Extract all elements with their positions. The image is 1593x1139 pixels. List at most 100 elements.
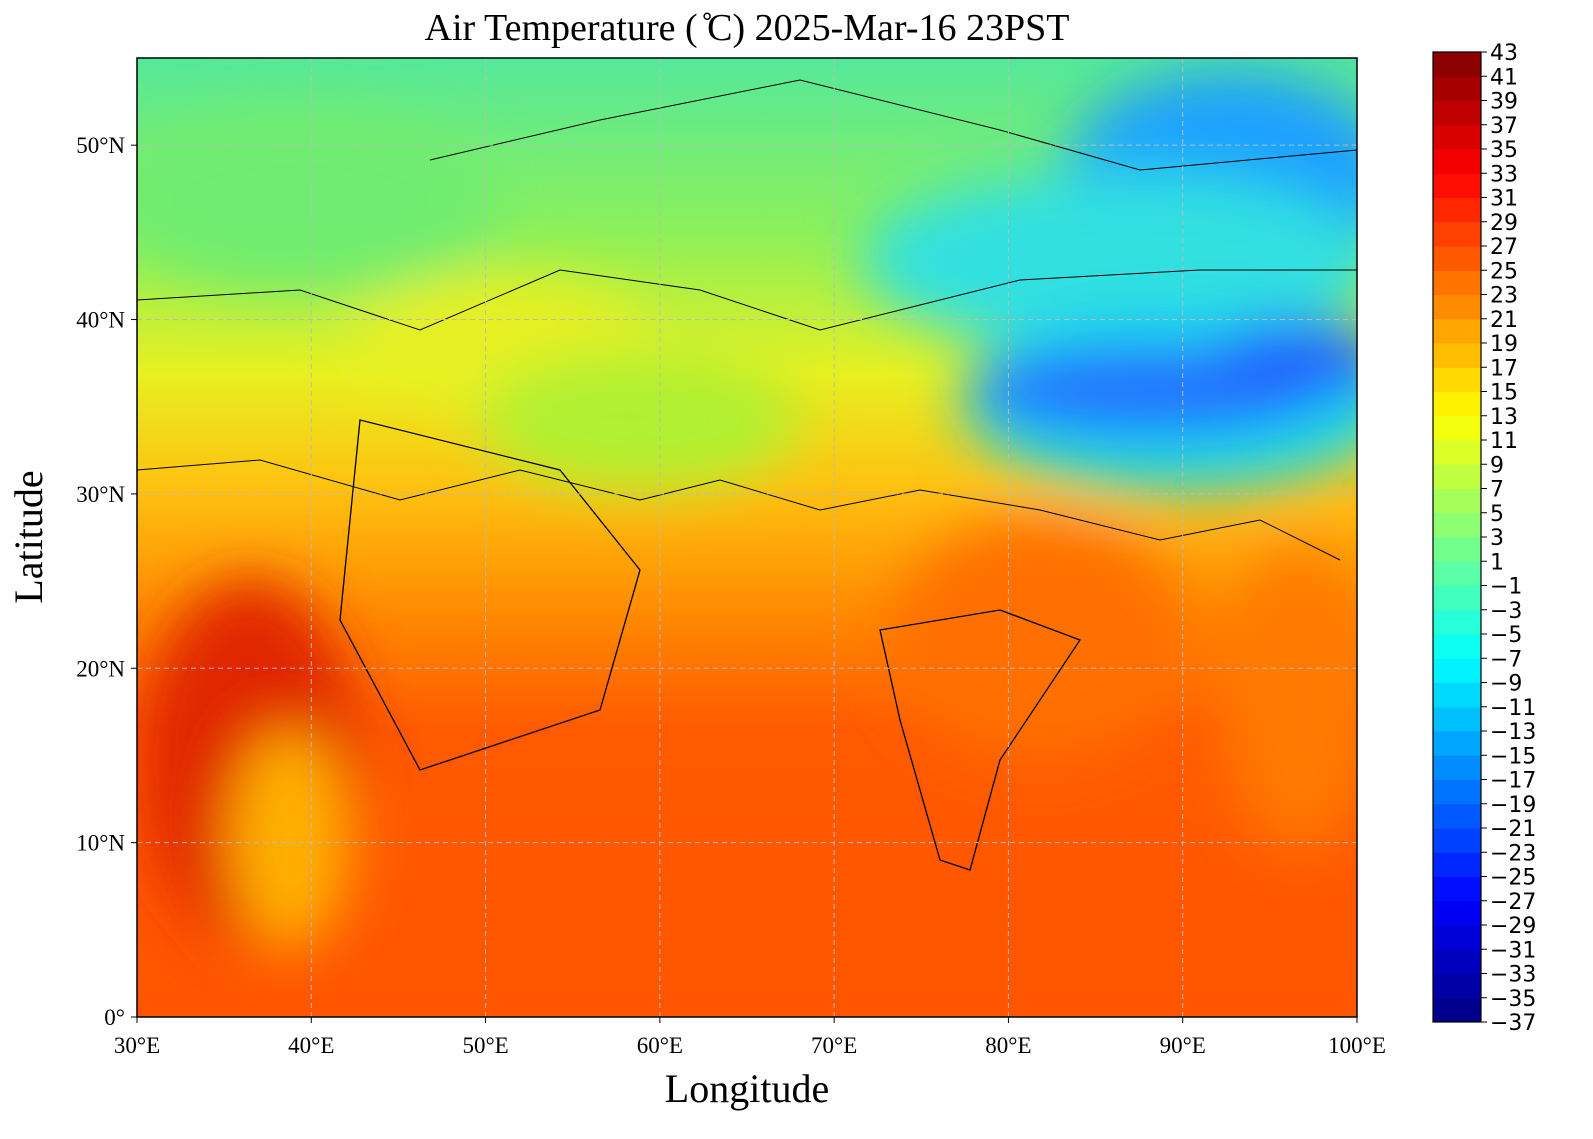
colorbar-band [1433, 440, 1481, 465]
colorbar-band [1433, 173, 1481, 198]
colorbar-band [1433, 706, 1481, 732]
colorbar-band [1433, 682, 1481, 708]
colorbar-band [1433, 124, 1481, 150]
colorbar-band [1433, 464, 1481, 489]
colorbar-band [1433, 149, 1481, 174]
colorbar-tick-label: −31 [1490, 938, 1536, 963]
colorbar-band [1433, 343, 1481, 368]
colorbar-tick-label: 37 [1490, 114, 1518, 139]
y-tick-label: 0° [104, 1005, 125, 1030]
colorbar-tick-label: −29 [1490, 914, 1536, 939]
colorbar-band [1433, 634, 1481, 659]
x-tick-label: 30°E [114, 1033, 160, 1058]
y-tick-label: 30°N [76, 482, 125, 507]
colorbar-band [1433, 561, 1481, 586]
x-tick-label: 60°E [637, 1033, 683, 1058]
colorbar-band [1433, 537, 1481, 562]
colorbar-tick-label: −13 [1490, 720, 1536, 745]
colorbar-tick-label: 3 [1490, 526, 1504, 551]
colorbar-tick-label: −7 [1490, 647, 1522, 672]
colorbar-band [1433, 270, 1481, 295]
colorbar-tick-label: 19 [1490, 332, 1518, 357]
colorbar-band [1433, 900, 1481, 926]
x-axis-label: Longitude [665, 1066, 829, 1111]
colorbar-band [1433, 997, 1481, 1023]
colorbar-band [1433, 100, 1481, 126]
colorbar-tick-label: 23 [1490, 284, 1518, 309]
colorbar-band [1433, 52, 1481, 77]
colorbar-tick-label: 39 [1490, 90, 1518, 115]
colorbar-tick-label: −27 [1490, 890, 1536, 915]
colorbar-tick-label: 13 [1490, 405, 1518, 430]
plot-frame [136, 57, 1358, 1018]
colorbar-tick-label: −1 [1490, 575, 1522, 600]
y-axis-label: Latitude [6, 470, 51, 603]
colorbar-tick-label: 21 [1490, 308, 1518, 333]
y-tick-label: 20°N [76, 656, 125, 681]
colorbar-tick-label: −23 [1490, 841, 1536, 866]
colorbar-tick-label: 11 [1490, 429, 1518, 454]
colorbar-tick-label: 29 [1490, 211, 1518, 236]
colorbar-band [1433, 318, 1481, 344]
x-tick-label: 70°E [811, 1033, 857, 1058]
colorbar: 434139373533312927252321191715131197531−… [1432, 41, 1536, 1036]
colorbar-tick-label: 7 [1490, 478, 1504, 503]
colorbar-tick-label: −3 [1490, 599, 1522, 624]
colorbar-tick-label: 43 [1490, 41, 1518, 66]
y-tick-label: 40°N [76, 308, 125, 333]
x-tick-label: 50°E [462, 1033, 508, 1058]
colorbar-tick-label: 15 [1490, 381, 1518, 406]
colorbar-tick-label: −33 [1490, 963, 1536, 988]
colorbar-band [1433, 415, 1481, 441]
colorbar-band [1433, 658, 1481, 683]
colorbar-tick-label: 33 [1490, 162, 1518, 187]
colorbar-tick-label: 25 [1490, 259, 1518, 284]
y-tick-label: 50°N [76, 133, 125, 158]
colorbar-band [1433, 512, 1481, 538]
y-tick-label: 10°N [76, 831, 125, 856]
chart-title: Air Temperature ( ̊C) 2025-Mar-16 23PST [425, 7, 1070, 49]
colorbar-band [1433, 221, 1481, 247]
x-tick-label: 100°E [1328, 1033, 1386, 1058]
colorbar-band [1433, 779, 1481, 805]
colorbar-tick-label: −17 [1490, 769, 1536, 794]
colorbar-tick-label: −9 [1490, 672, 1522, 697]
x-tick-label: 80°E [985, 1033, 1031, 1058]
colorbar-band [1433, 876, 1481, 902]
colorbar-tick-label: −35 [1490, 987, 1536, 1012]
colorbar-band [1433, 803, 1481, 829]
colorbar-tick-label: −37 [1490, 1011, 1536, 1036]
colorbar-band [1433, 76, 1481, 101]
colorbar-band [1433, 852, 1481, 877]
colorbar-band [1433, 731, 1481, 756]
x-tick-label: 40°E [288, 1033, 334, 1058]
colorbar-band [1433, 488, 1481, 514]
colorbar-band [1433, 973, 1481, 999]
colorbar-band [1433, 294, 1481, 320]
colorbar-band [1433, 367, 1481, 392]
colorbar-band [1433, 828, 1481, 853]
colorbar-band [1433, 391, 1481, 417]
colorbar-tick-label: −11 [1490, 696, 1536, 721]
colorbar-tick-label: 1 [1490, 550, 1504, 575]
colorbar-band [1433, 925, 1481, 950]
colorbar-band [1433, 197, 1481, 223]
colorbar-tick-label: 9 [1490, 453, 1504, 478]
colorbar-tick-label: −15 [1490, 744, 1536, 769]
colorbar-tick-label: 17 [1490, 356, 1518, 381]
colorbar-tick-label: 41 [1490, 65, 1518, 90]
colorbar-band [1433, 246, 1481, 271]
colorbar-band [1433, 585, 1481, 611]
colorbar-band [1433, 755, 1481, 780]
colorbar-tick-label: 31 [1490, 187, 1518, 212]
colorbar-tick-label: 5 [1490, 502, 1504, 527]
colorbar-tick-label: −21 [1490, 817, 1536, 842]
x-tick-label: 90°E [1160, 1033, 1206, 1058]
colorbar-tick-label: 35 [1490, 138, 1518, 163]
colorbar-tick-label: −5 [1490, 623, 1522, 648]
colorbar-tick-label: −25 [1490, 866, 1536, 891]
colorbar-tick-label: −19 [1490, 793, 1536, 818]
colorbar-band [1433, 949, 1481, 974]
map-field [137, 58, 1357, 1017]
